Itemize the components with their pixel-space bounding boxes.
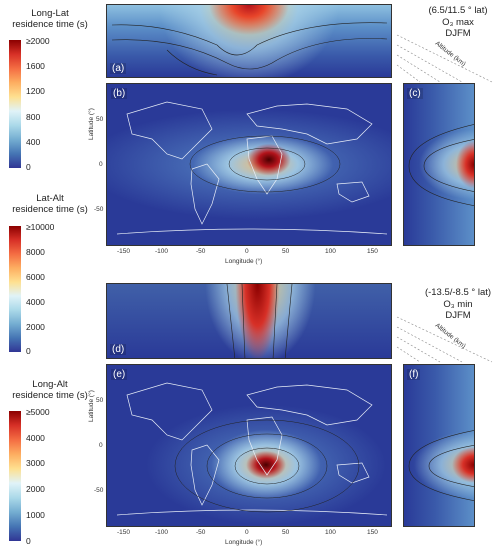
panel-b-xtick: -150	[117, 248, 131, 255]
panel-b-ytick: -50	[94, 206, 104, 213]
colorbar1-tick: 1600	[26, 61, 45, 71]
panel-e-ytick: 0	[99, 442, 103, 449]
colorbar1-tick: 1200	[26, 86, 45, 96]
panel-b-ytick: 50	[96, 116, 104, 123]
top-altitude-axis	[396, 34, 493, 83]
colorbar2-tick: 4000	[26, 297, 45, 307]
panel-b-xlabel: Longitude (°)	[225, 258, 263, 265]
colorbar2-tick: 0	[26, 346, 31, 356]
bottom-case-season: DJFM	[445, 310, 471, 321]
colorbar3-tick: 3000	[26, 458, 45, 468]
colorbar1-tick: 800	[26, 112, 41, 122]
panel-e-xtick: 100	[325, 529, 336, 536]
panel-f-label: (f)	[407, 369, 421, 380]
bottom-altitude-axis	[396, 316, 493, 363]
top-case-lat-range: (6.5/11.5 ° lat)	[428, 5, 488, 16]
colorbar3-title-line1: Long-Alt	[32, 379, 68, 390]
panel-b-ylabel: Latitude (°)	[88, 108, 95, 140]
colorbar2-tick: ≥10000	[26, 222, 55, 232]
panel-e-ytick: -50	[94, 487, 104, 494]
colorbar1-tick: ≥2000	[26, 36, 50, 46]
colorbar2-tick: 2000	[26, 322, 45, 332]
panel-d-long-alt: (d)	[106, 283, 392, 359]
panel-d-contours	[226, 284, 293, 358]
panel-b-xtick: -100	[155, 248, 169, 255]
panel-f-contours	[408, 430, 474, 501]
colorbar3-title-line2: residence time (s)	[12, 390, 88, 401]
panel-e-xtick: 150	[367, 529, 378, 536]
panel-d-label: (d)	[110, 344, 127, 355]
panel-b-xtick: 100	[325, 248, 336, 255]
panel-b-label: (b)	[111, 88, 128, 99]
colorbar2-tick: 6000	[26, 272, 45, 282]
top-case-variable: O₃ max	[442, 16, 474, 28]
colorbar1-title: Long-Lat residence time (s)	[5, 8, 95, 30]
top-case-season: DJFM	[445, 28, 471, 39]
colorbar3-tick: 0	[26, 536, 31, 546]
colorbar3	[9, 411, 21, 541]
colorbar1-tick: 0	[26, 162, 31, 172]
panel-e-xtick: 0	[245, 529, 249, 536]
panel-e-xtick: -50	[196, 529, 206, 536]
colorbar3-tick: 1000	[26, 510, 45, 520]
colorbar2-tick: 8000	[26, 247, 45, 257]
colorbar2	[9, 226, 21, 352]
panel-b-xtick: 50	[282, 248, 290, 255]
panel-e-xtick: -100	[155, 529, 169, 536]
colorbar3-tick: 2000	[26, 484, 45, 494]
panel-a-label: (a)	[110, 63, 127, 74]
bottom-case-variable: O₃ min	[443, 298, 473, 310]
panel-f-lat-alt: (f)	[403, 364, 475, 527]
panel-a-contours	[111, 22, 388, 76]
panel-b-xtick: 0	[245, 248, 249, 255]
colorbar1	[9, 40, 21, 168]
colorbar3-tick: ≥5000	[26, 407, 50, 417]
colorbar2-title: Lat-Alt residence time (s)	[5, 193, 95, 215]
panel-c-contours	[408, 124, 474, 206]
panel-c-lat-alt: (c)	[403, 83, 475, 246]
panel-e-xlabel: Longitude (°)	[225, 539, 263, 546]
panel-e-map: (e)	[106, 364, 392, 527]
panel-b-continents	[116, 101, 388, 235]
colorbar2-title-line1: Lat-Alt	[36, 193, 64, 204]
panel-e-ytick: 50	[96, 397, 104, 404]
panel-e-xtick: 50	[282, 529, 290, 536]
panel-e-continents	[116, 382, 388, 516]
colorbar3-title: Long-Alt residence time (s)	[5, 379, 95, 401]
panel-e-label: (e)	[111, 369, 128, 380]
top-case-header: (6.5/11.5 ° lat) O₃ max DJFM	[418, 5, 498, 40]
colorbar3-tick: 4000	[26, 433, 45, 443]
colorbar1-title-line1: Long-Lat	[31, 8, 69, 19]
panel-e-ylabel: Latitude (°)	[88, 390, 95, 422]
panel-e-xtick: -150	[117, 529, 131, 536]
colorbar1-tick: 400	[26, 137, 41, 147]
panel-c-label: (c)	[407, 88, 423, 99]
panel-b-xtick: 150	[367, 248, 378, 255]
panel-b-xtick: -50	[196, 248, 206, 255]
panel-b-ytick: 0	[99, 161, 103, 168]
bottom-case-lat-range: (-13.5/-8.5 ° lat)	[424, 287, 492, 298]
bottom-case-header: (-13.5/-8.5 ° lat) O₃ min DJFM	[418, 287, 498, 322]
colorbar1-title-line2: residence time (s)	[12, 19, 88, 30]
panel-a-long-alt: (a)	[106, 4, 392, 78]
panel-b-map: (b)	[106, 83, 392, 246]
colorbar2-title-line2: residence time (s)	[12, 204, 88, 215]
